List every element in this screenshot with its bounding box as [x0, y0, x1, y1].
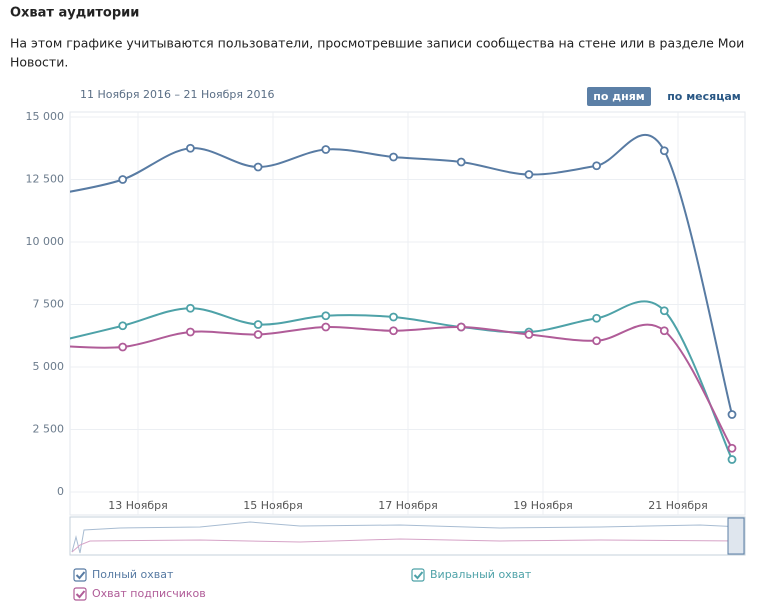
point	[52, 342, 59, 349]
point	[52, 339, 59, 346]
series-line	[70, 323, 733, 449]
point	[389, 152, 398, 162]
point	[592, 161, 601, 171]
point	[389, 326, 398, 336]
navigator	[69, 516, 746, 556]
legend-checkbox[interactable]	[73, 587, 87, 601]
point	[321, 322, 331, 332]
point	[185, 143, 195, 153]
point	[253, 162, 263, 172]
y-tick-label: 12 500	[26, 173, 65, 186]
legend-check	[75, 590, 86, 599]
y-tick-label: 5 000	[33, 360, 65, 373]
point	[253, 320, 263, 329]
y-tick-label: 0	[57, 485, 64, 498]
x-tick-label: 13 Ноября	[108, 499, 168, 512]
series-layer	[52, 134, 737, 464]
legend-checkbox[interactable]	[411, 568, 425, 582]
point	[592, 336, 601, 346]
point	[118, 321, 128, 331]
point	[185, 327, 195, 337]
x-tick-label: 17 Ноября	[378, 499, 438, 512]
point	[456, 322, 466, 332]
legend-label: Виральный охват	[430, 568, 532, 581]
x-tick-label: 21 Ноября	[648, 499, 708, 512]
y-tick-label: 2 500	[33, 423, 65, 436]
y-tick-label: 15 000	[26, 110, 65, 123]
point	[524, 170, 534, 179]
point	[321, 311, 331, 321]
point	[659, 146, 669, 156]
navigator-frame	[69, 516, 746, 556]
legend-label: Охват подписчиков	[92, 587, 206, 600]
point	[118, 175, 128, 184]
point	[727, 410, 737, 419]
description: Новости.	[10, 55, 68, 70]
description: На этом графике учитываются пользователи…	[10, 36, 744, 51]
legend-check	[413, 571, 424, 580]
y-tick-label: 10 000	[26, 235, 65, 248]
navigator-handle[interactable]	[727, 517, 745, 555]
point	[253, 330, 263, 339]
point	[118, 342, 128, 352]
point	[321, 145, 331, 154]
by-days-button[interactable]	[587, 87, 651, 106]
date-range[interactable]: 11 Ноября 2016 – 21 Ноября 2016	[80, 88, 274, 101]
legend-check	[75, 571, 86, 580]
navigator-line	[71, 521, 743, 554]
point	[659, 326, 669, 336]
point	[456, 157, 466, 167]
series-line	[70, 300, 733, 460]
point	[52, 191, 59, 198]
point	[524, 330, 534, 339]
legend-label: Полный охват	[92, 568, 174, 581]
point	[727, 455, 737, 464]
series-line	[70, 134, 733, 415]
by-months-label[interactable]: по месяцам	[667, 90, 741, 103]
page-title: Охват аудитории	[10, 6, 139, 21]
point	[727, 443, 737, 453]
x-tick-label: 15 Ноября	[243, 499, 303, 512]
navigator-line	[71, 538, 743, 553]
point	[185, 303, 195, 313]
legend-checkbox[interactable]	[73, 568, 87, 582]
point	[592, 313, 601, 323]
x-tick-label: 19 Ноября	[513, 499, 573, 512]
by-days-label[interactable]: по дням	[593, 90, 645, 103]
y-tick-label: 7 500	[33, 298, 65, 311]
point	[659, 306, 669, 316]
point	[389, 312, 398, 322]
